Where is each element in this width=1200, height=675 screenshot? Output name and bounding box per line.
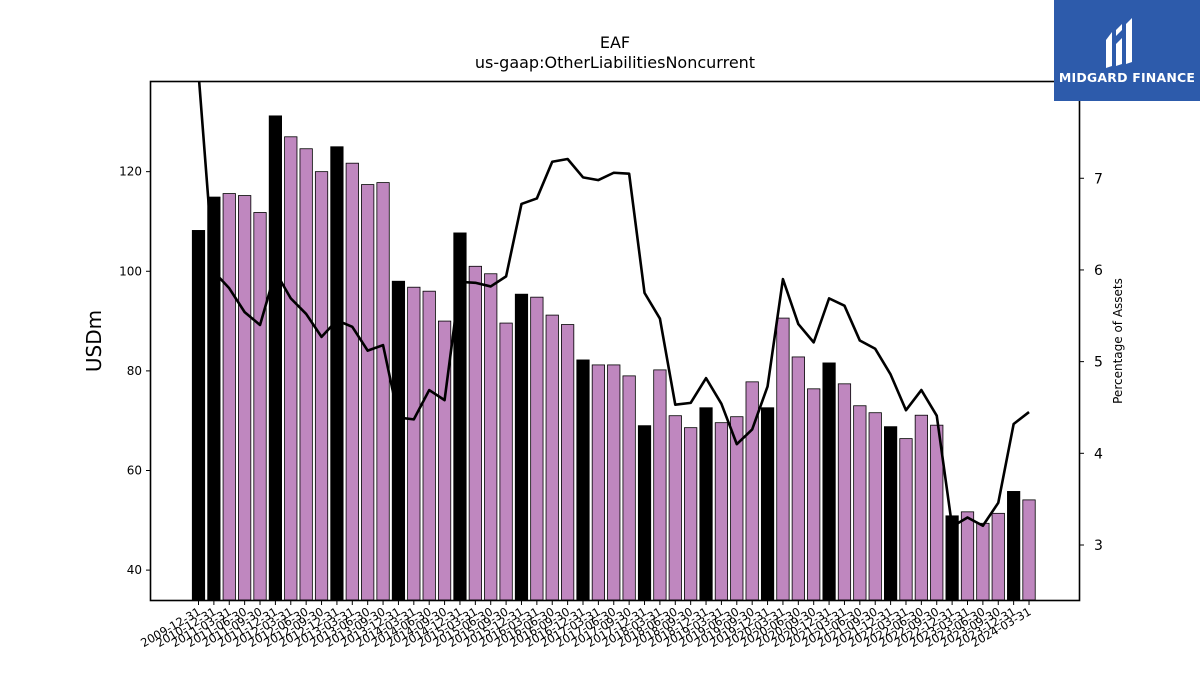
bar xyxy=(884,426,898,601)
bar xyxy=(991,512,1005,601)
line-group xyxy=(197,82,1030,528)
bar xyxy=(791,356,805,601)
bar xyxy=(499,322,513,601)
bars-group xyxy=(191,115,1036,601)
bar xyxy=(561,324,575,601)
bar xyxy=(684,427,698,601)
bar xyxy=(1022,499,1036,601)
bar xyxy=(668,415,682,601)
y2-tick-label: 4 xyxy=(1094,446,1103,462)
bar xyxy=(699,407,713,601)
y2-tick-label: 6 xyxy=(1094,263,1103,279)
bar xyxy=(576,359,590,601)
bar xyxy=(853,405,867,601)
bar xyxy=(1007,491,1021,601)
bar xyxy=(637,425,652,601)
bar xyxy=(914,414,928,601)
bar xyxy=(868,412,882,601)
bar xyxy=(622,375,636,601)
bar xyxy=(268,115,283,601)
bar xyxy=(837,383,852,601)
bar xyxy=(653,369,667,601)
y-tick-label: 40 xyxy=(127,563,142,577)
bar xyxy=(361,184,375,601)
y-tick-label: 100 xyxy=(119,264,142,278)
bar xyxy=(530,296,544,601)
series-line xyxy=(197,82,1030,528)
y-tick-label: 60 xyxy=(127,464,142,478)
bar xyxy=(330,146,344,601)
bar xyxy=(945,515,959,601)
bar xyxy=(899,438,913,601)
y-axis-label: USDm xyxy=(82,310,106,372)
bar xyxy=(822,362,836,601)
bar xyxy=(422,290,436,601)
y2-axis-ticks: 3 4 5 6 7 xyxy=(1079,171,1103,554)
bar xyxy=(238,195,252,601)
chart-subtitle: us-gaap:OtherLiabilitiesNoncurrent xyxy=(475,53,755,72)
bar xyxy=(545,314,559,601)
bar xyxy=(776,317,790,601)
y2-axis-label: Percentage of Assets xyxy=(1111,278,1125,404)
brand-logo: MIDGARD FINANCE xyxy=(1054,0,1200,101)
bar xyxy=(284,136,298,601)
y-tick-label: 80 xyxy=(127,364,142,378)
bar xyxy=(760,407,775,601)
bar xyxy=(976,522,990,601)
bar xyxy=(484,273,498,601)
bar xyxy=(607,364,621,601)
bar xyxy=(376,182,390,601)
brand-name: MIDGARD FINANCE xyxy=(1058,70,1196,85)
bar xyxy=(514,293,529,601)
y2-tick-label: 7 xyxy=(1094,171,1103,187)
y-tick-label: 120 xyxy=(119,165,142,179)
bar xyxy=(299,148,313,601)
bar xyxy=(191,230,206,601)
bar xyxy=(591,364,605,601)
y-axis-ticks: 40 60 80 100 120 xyxy=(119,165,151,577)
bar xyxy=(714,422,729,601)
y2-tick-label: 5 xyxy=(1094,355,1103,371)
bar xyxy=(407,286,421,601)
bar xyxy=(391,280,406,601)
y2-tick-label: 3 xyxy=(1094,538,1103,554)
chart-title: EAF xyxy=(600,33,630,52)
bar xyxy=(345,162,359,601)
bar xyxy=(807,388,821,601)
bar xyxy=(253,212,267,601)
bar xyxy=(468,265,482,601)
bar xyxy=(222,193,236,601)
bar xyxy=(960,511,975,601)
bar xyxy=(314,171,329,601)
x-axis-ticks: 2009-12-312010-12-312011-03-312011-06-30… xyxy=(138,600,1034,650)
brand-mark-icon xyxy=(1106,18,1132,68)
plot-frame xyxy=(149,80,1081,602)
